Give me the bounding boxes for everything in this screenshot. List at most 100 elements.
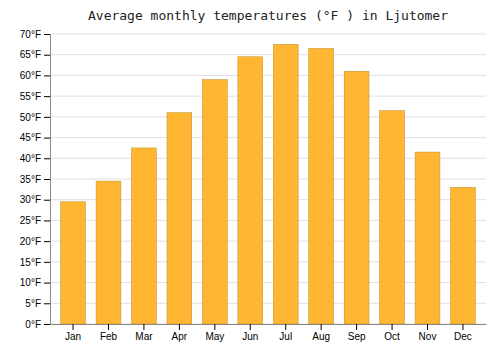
x-tick-label: Nov (419, 331, 437, 342)
y-tick: 65°F (20, 49, 50, 60)
x-tick-label: Jun (242, 331, 258, 342)
y-tick-mark (44, 117, 50, 118)
y-axis: 0°F 5°F 10°F 15°F 20°F 25°F 30°F 35°F 40°F 45°F 50… (20, 29, 51, 330)
y-tick-label: 40°F (20, 153, 41, 164)
y-tick: 35°F (20, 174, 50, 185)
y-tick: 0°F (25, 319, 50, 330)
y-tick: 20°F (20, 236, 50, 247)
y-tick-label: 65°F (20, 49, 41, 60)
y-tick: 10°F (20, 277, 50, 288)
y-tick-mark (44, 75, 50, 76)
y-tick: 5°F (25, 298, 50, 309)
x-tick: May (205, 324, 224, 342)
title: Average monthly temperatures (°F ) in Lj… (88, 8, 448, 23)
bar (415, 152, 440, 324)
x-tick: Aug (312, 324, 330, 342)
grid-line (50, 96, 486, 97)
x-tick-mark (250, 324, 251, 330)
y-tick: 45°F (20, 132, 50, 143)
y-tick-mark (44, 241, 50, 242)
x-tick: Apr (172, 324, 188, 342)
x-tick: Sep (348, 324, 366, 342)
x-tick-mark (179, 324, 180, 330)
x-tick-mark (285, 324, 286, 330)
bar (380, 111, 405, 324)
grid-line (50, 116, 486, 117)
x-tick-mark (143, 324, 144, 330)
y-tick-mark (44, 283, 50, 284)
x-tick-mark (73, 324, 74, 330)
y-tick: 15°F (20, 257, 50, 268)
bar (96, 181, 121, 324)
y-tick-mark (44, 138, 50, 139)
y-axis-line (44, 35, 51, 325)
bar (132, 148, 157, 324)
chart: 0°F 5°F 10°F 15°F 20°F 25°F 30°F 35°F 40°F 45°F 50… (0, 0, 500, 350)
y-tick-label: 20°F (20, 236, 41, 247)
y-tick-mark (44, 179, 50, 180)
x-tick-mark (427, 324, 428, 330)
x-tick-label: Mar (135, 331, 153, 342)
x-axis: Jan Feb Mar Apr May Jun Jul Aug Sep Oct Nov Dec (51, 324, 487, 342)
grid-line (50, 75, 486, 76)
x-tick-mark (321, 324, 322, 330)
y-tick: 25°F (20, 215, 50, 226)
x-tick-label: Feb (100, 331, 118, 342)
x-tick-mark (108, 324, 109, 330)
y-tick-label: 60°F (20, 70, 41, 81)
y-tick-label: 0°F (25, 319, 41, 330)
y-tick-mark (44, 262, 50, 263)
y-tick-mark (44, 34, 50, 35)
bar (451, 187, 476, 324)
y-tick-mark (44, 324, 50, 325)
y-tick-label: 35°F (20, 174, 41, 185)
y-tick-label: 30°F (20, 194, 41, 205)
plot: 0°F 5°F 10°F 15°F 20°F 25°F 30°F 35°F 40°F 45°F 50… (20, 29, 487, 342)
y-tick: 55°F (20, 91, 50, 102)
x-tick: Jul (279, 324, 292, 342)
x-tick: Nov (419, 324, 437, 342)
y-tick-mark (44, 55, 50, 56)
x-tick-label: Dec (454, 331, 472, 342)
x-tick: Jan (65, 324, 81, 342)
y-tick-mark (44, 96, 50, 97)
y-tick-label: 10°F (20, 277, 41, 288)
x-tick: Dec (454, 324, 472, 342)
x-tick-label: Apr (172, 331, 188, 342)
y-tick: 40°F (20, 153, 50, 164)
bar (202, 80, 227, 324)
grid-line (50, 54, 486, 55)
bar (344, 71, 369, 324)
y-tick-label: 25°F (20, 215, 41, 226)
x-tick-label: Sep (348, 331, 366, 342)
x-tick-label: May (205, 331, 224, 342)
y-tick-mark (44, 200, 50, 201)
y-tick-label: 70°F (20, 29, 41, 40)
y-tick-label: 15°F (20, 257, 41, 268)
y-tick-label: 55°F (20, 91, 41, 102)
y-tick: 70°F (20, 29, 50, 40)
bar (167, 113, 192, 324)
y-tick: 30°F (20, 194, 50, 205)
bar (238, 57, 263, 324)
y-tick-label: 50°F (20, 112, 41, 123)
y-tick-mark (44, 303, 50, 304)
y-tick: 50°F (20, 112, 50, 123)
x-tick-mark (392, 324, 393, 330)
bar (61, 202, 86, 324)
x-axis-line (51, 324, 487, 325)
x-tick-mark (214, 324, 215, 330)
x-tick-label: Aug (312, 331, 330, 342)
bar (309, 49, 334, 325)
x-tick-label: Oct (384, 331, 400, 342)
y-tick-label: 5°F (25, 298, 41, 309)
x-tick-label: Jul (279, 331, 292, 342)
bars (61, 44, 476, 324)
y-tick-mark (44, 220, 50, 221)
x-tick: Oct (384, 324, 400, 342)
grid-line (50, 34, 486, 35)
grid-line (50, 137, 486, 138)
x-tick-label: Jan (65, 331, 81, 342)
x-tick: Jun (242, 324, 258, 342)
x-tick-mark (356, 324, 357, 330)
